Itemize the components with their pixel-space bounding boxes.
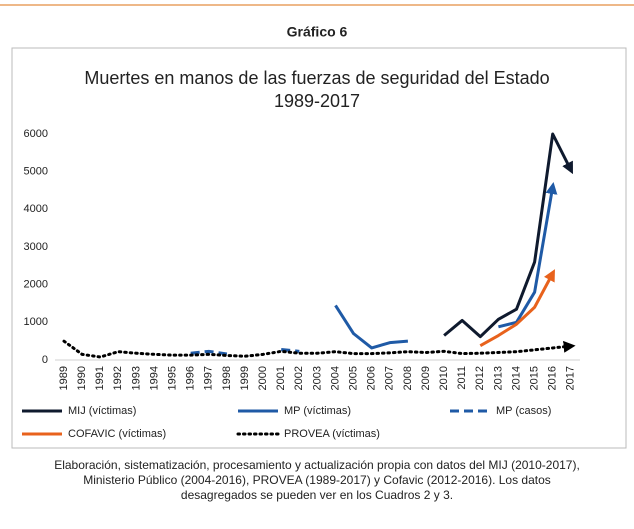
chart-title: 1989-2017 <box>274 91 360 111</box>
y-tick-label: 3000 <box>24 241 48 253</box>
caption: Ministerio Público (2004-2016), PROVEA (… <box>83 473 551 487</box>
x-tick-label: 1990 <box>76 366 88 390</box>
x-tick-label: 1994 <box>148 366 160 390</box>
chart-frame <box>11 47 627 449</box>
x-tick-label: 1995 <box>167 366 179 390</box>
chart-title: Muertes en manos de las fuerzas de segur… <box>84 68 549 88</box>
x-tick-label: 2014 <box>510 366 522 390</box>
x-tick-label: 2004 <box>329 366 341 390</box>
x-tick-label: 2011 <box>456 366 468 390</box>
x-tick-label: 2002 <box>293 366 305 390</box>
caption: desagregados se pueden ver en los Cuadro… <box>181 488 453 502</box>
y-tick-label: 4000 <box>24 203 48 215</box>
x-tick-label: 2012 <box>474 366 486 390</box>
x-tick-label: 1991 <box>94 366 106 390</box>
x-tick-label: 2016 <box>547 366 559 390</box>
legend-label: MP (víctimas) <box>284 405 351 417</box>
y-tick-label: 0 <box>42 354 48 366</box>
y-tick-label: 1000 <box>24 316 48 328</box>
series-line <box>62 339 576 359</box>
legend-label: COFAVIC (víctimas) <box>68 428 166 440</box>
x-tick-label: 2003 <box>311 366 323 390</box>
x-tick-label: 2010 <box>438 366 450 390</box>
x-tick-label: 1989 <box>58 366 70 390</box>
x-tick-label: 2008 <box>402 366 414 390</box>
x-tick-label: 2007 <box>384 366 396 390</box>
x-tick-label: 1999 <box>239 366 251 390</box>
x-tick-label: 1996 <box>185 366 197 390</box>
x-tick-label: 1992 <box>112 366 124 390</box>
legend-label: PROVEA (víctimas) <box>284 428 380 440</box>
x-tick-label: 2013 <box>492 366 504 390</box>
x-tick-label: 2005 <box>348 366 360 390</box>
series-line <box>479 269 555 347</box>
series-line <box>334 187 553 350</box>
x-tick-label: 2001 <box>275 366 287 390</box>
y-tick-label: 5000 <box>24 166 48 178</box>
x-tick-label: 2000 <box>257 366 269 390</box>
header: Gráfico 6 <box>287 24 348 40</box>
legend-label: MIJ (víctimas) <box>68 405 136 417</box>
caption: Elaboración, sistematización, procesamie… <box>54 458 580 472</box>
legend-label: MP (casos) <box>496 405 551 417</box>
x-tick-label: 2015 <box>529 366 541 390</box>
series-line <box>443 132 573 339</box>
x-tick-label: 1998 <box>221 366 233 390</box>
y-tick-label: 2000 <box>24 279 48 291</box>
x-tick-label: 2006 <box>366 366 378 390</box>
x-tick-label: 2009 <box>420 366 432 390</box>
x-tick-label: 1997 <box>203 366 215 390</box>
x-tick-label: 2017 <box>565 366 577 390</box>
x-tick-label: 1993 <box>130 366 142 390</box>
y-tick-label: 6000 <box>24 128 48 140</box>
series-line <box>190 347 300 356</box>
